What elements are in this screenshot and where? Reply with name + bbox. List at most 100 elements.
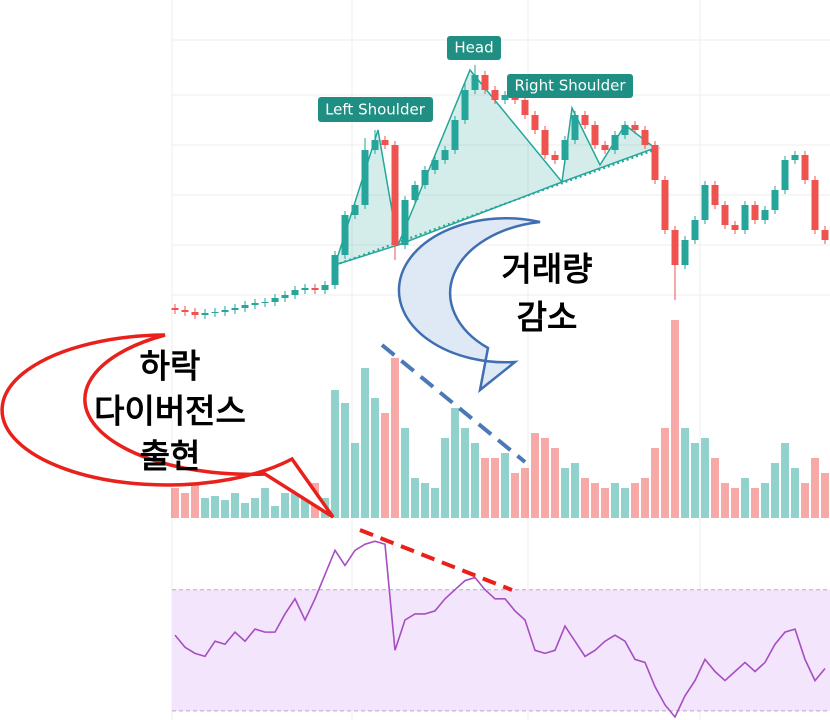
volume-bar (801, 483, 809, 518)
volume-bar (751, 488, 759, 518)
volume-bar (521, 468, 529, 518)
candle-body (491, 90, 499, 100)
candle-body (701, 185, 709, 220)
volume-bar (221, 500, 229, 518)
volume-bar (541, 438, 549, 518)
volume-bar (721, 483, 729, 518)
candle-body (431, 160, 439, 170)
candles (171, 65, 829, 319)
candle-body (681, 240, 689, 265)
volume-bar (411, 478, 419, 518)
volume-bar (711, 458, 719, 518)
candle-body (671, 230, 679, 265)
volume-bar (261, 488, 269, 518)
volume-bar (341, 403, 349, 518)
candle-body (271, 298, 279, 302)
volume-bar (301, 488, 309, 518)
volume-bar (611, 483, 619, 518)
volume-bar (741, 478, 749, 518)
candle-body (471, 75, 479, 90)
volume-bar (571, 463, 579, 518)
candle-body (641, 130, 649, 145)
candle-body (821, 230, 829, 240)
divergence-text: 출현 (140, 437, 201, 476)
candle-body (591, 125, 599, 145)
volume-bar (281, 493, 289, 518)
volume-bar (551, 448, 559, 518)
rsi-band (172, 589, 830, 711)
candle-body (361, 150, 369, 205)
candle-body (311, 288, 319, 290)
candle-body (321, 285, 329, 290)
candle-body (531, 115, 539, 130)
volume-bar (651, 448, 659, 518)
candle-body (351, 205, 359, 215)
volume-bar (731, 488, 739, 518)
volume-bar (631, 483, 639, 518)
volume-bar (251, 498, 259, 518)
head-label: Head (454, 39, 493, 57)
volume-bar (771, 463, 779, 518)
candle-body (691, 220, 699, 240)
candle-body (251, 303, 259, 305)
candle-body (381, 140, 389, 145)
candle-body (451, 120, 459, 150)
volume-bar (271, 506, 279, 518)
volume-bar (761, 483, 769, 518)
volume-bar (361, 368, 369, 518)
volume-bar (171, 488, 179, 518)
volume-panel (171, 320, 829, 518)
candle-body (751, 205, 759, 220)
rsi-panel (172, 540, 830, 719)
candle-body (291, 290, 299, 295)
volume-bar (241, 503, 249, 518)
candle-body (721, 205, 729, 225)
candle-body (661, 180, 669, 230)
candle-body (391, 145, 399, 245)
label-box (318, 97, 433, 122)
volume-bar (441, 438, 449, 518)
candle-body (281, 295, 289, 298)
candle-body (231, 308, 239, 310)
candle-body (331, 255, 339, 285)
volume-bar (661, 428, 669, 518)
candle-body (811, 180, 819, 230)
divergence-text: 하락 (140, 347, 201, 386)
pattern-labels: Left Shoulder Head Right Shoulder (318, 36, 633, 122)
divergence-text: 다이버전스 (94, 392, 246, 431)
volume-bar (531, 433, 539, 518)
volume-bar (811, 458, 819, 518)
candle-body (771, 190, 779, 210)
volume-bar (401, 428, 409, 518)
candle-body (181, 310, 189, 312)
candle-body (371, 140, 379, 150)
volume-bar (581, 478, 589, 518)
volume-bar (331, 390, 339, 518)
volume-bar (211, 496, 219, 518)
volume-bar (291, 490, 299, 518)
candle-body (601, 145, 609, 150)
candle-body (211, 312, 219, 313)
volume-bar (821, 473, 829, 518)
candle-body (441, 150, 449, 160)
candle-body (801, 155, 809, 180)
volume-bar (471, 443, 479, 518)
volume-bar (701, 438, 709, 518)
candle-body (581, 115, 589, 125)
speech-bubble (0, 333, 335, 519)
volume-bar (481, 458, 489, 518)
volume-bar (191, 483, 199, 518)
candle-body (171, 308, 179, 310)
volume-bar (461, 428, 469, 518)
volume-bar (431, 488, 439, 518)
candle-body (221, 310, 229, 312)
volume-bar (421, 483, 429, 518)
pattern-fill (396, 68, 564, 247)
volume-bar (371, 398, 379, 518)
volume-bar (391, 358, 399, 518)
volume-trend (380, 343, 527, 464)
volume-bar (781, 443, 789, 518)
volume-bar (681, 428, 689, 518)
